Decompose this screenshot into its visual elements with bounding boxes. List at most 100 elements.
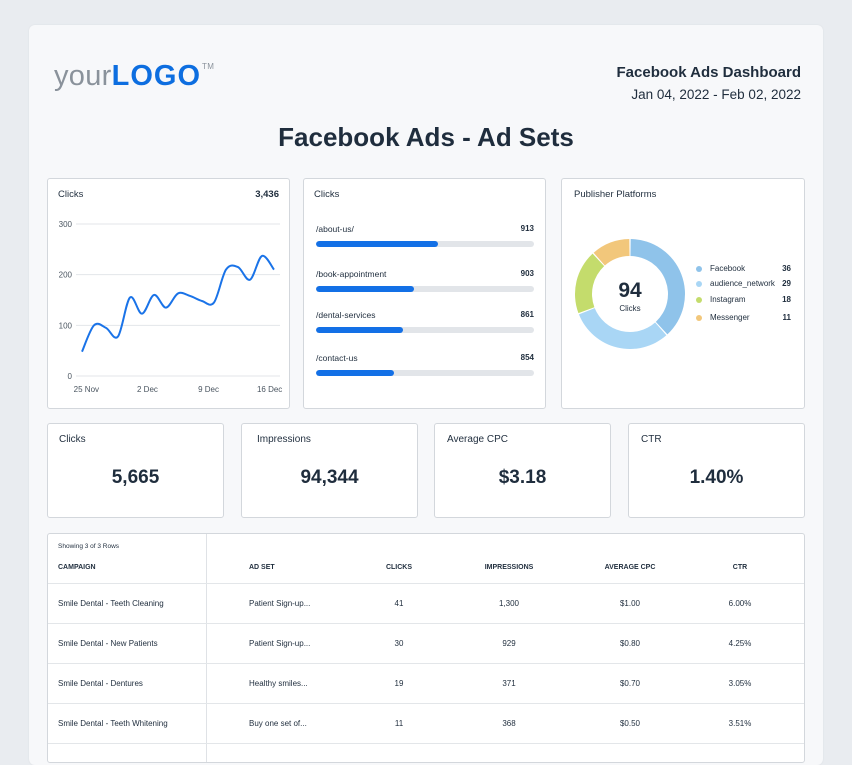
ad-sets-table: Showing 3 of 3 Rows CAMPAIGN AD SET CLIC… [47,533,805,763]
bar-value: 854 [520,353,534,362]
legend-label: audience_network [710,279,775,288]
header-ctr[interactable]: CTR [732,564,748,571]
cell-impressions: 368 [502,719,516,728]
cell-cpc: $0.80 [619,639,641,648]
kpi-label: CTR [641,434,662,445]
cell-cpc: $1.00 [619,599,641,608]
bar-value: 861 [520,310,534,319]
line-chart-total: 3,436 [255,189,279,200]
bar-label: /dental-services [316,310,376,320]
cell-ad-set: Patient Sign-up... [249,599,311,608]
cell-ctr: 6.00% [728,599,752,608]
donut-slice-facebook [630,239,685,335]
donut-slice-instagram [575,253,605,314]
clicks-by-page-card: Clicks /about-us/ 913 /book-appointment … [303,178,546,409]
table-row: Smile Dental - Teeth Whitening Buy one s… [48,703,804,744]
cell-cpc: $0.50 [619,719,641,728]
bar-label: /about-us/ [316,224,354,234]
legend-dot [696,297,702,303]
cell-campaign: Smile Dental - Teeth Whitening [58,719,168,728]
kpi-value: $3.18 [498,467,547,488]
cell-clicks: 11 [394,719,404,728]
bar-track [316,370,534,376]
bar-value: 913 [520,224,534,233]
legend-label: Messenger [710,313,750,322]
platforms-donut-chart: 94 Clicks [575,239,685,349]
header-ad-set[interactable]: AD SET [249,564,275,571]
kpi-card-average-cpc: Average CPC $3.18 [434,423,611,518]
cell-cpc: $0.70 [619,679,641,688]
x-tick-label: 25 Nov [74,385,99,394]
page-title: Facebook Ads - Ad Sets [278,122,574,152]
company-logo: yourLOGOTM [54,60,214,93]
table-divider [206,534,207,762]
bar-fill [316,370,395,376]
bar-value: 903 [520,269,534,278]
y-tick-label: 200 [59,271,73,280]
cell-ad-set: Buy one set of... [249,719,307,728]
header-impressions[interactable]: IMPRESSIONS [484,564,534,571]
line-chart-label: Clicks [58,189,84,200]
cell-ctr: 3.51% [728,719,752,728]
legend-value: 18 [782,295,791,304]
cell-campaign: Smile Dental - Dentures [58,679,143,688]
logo-text-brand: LOGO [111,60,202,92]
publisher-platforms-card: Publisher Platforms 94 Clicks Facebook 3… [561,178,805,409]
cell-ctr: 4.25% [728,639,752,648]
cell-ad-set: Patient Sign-up... [249,639,311,648]
cell-impressions: 929 [502,639,516,648]
legend-value: 36 [782,264,791,273]
bar-label: /book-appointment [316,269,387,279]
bar-track [316,327,534,333]
table-row: Smile Dental - Dentures Healthy smiles..… [48,663,804,704]
cell-clicks: 30 [394,639,404,648]
platforms-card-label: Publisher Platforms [574,189,657,200]
kpi-value: 94,344 [300,467,359,488]
legend-dot [696,281,702,287]
donut-center-value: 94 [618,279,642,302]
legend-dot [696,266,702,272]
y-tick-label: 0 [68,372,73,381]
logo-text-your: your [54,60,112,92]
header-clicks[interactable]: CLICKS [385,564,413,571]
bar-label: /contact-us [316,353,358,363]
cell-ctr: 3.05% [728,679,752,688]
cell-clicks: 41 [394,599,404,608]
donut-center-label: Clicks [619,304,640,313]
x-tick-label: 2 Dec [137,385,158,394]
bar-fill [316,241,439,247]
kpi-label: Impressions [257,434,311,445]
kpi-value: 1.40% [689,467,744,488]
bar-fill [316,286,415,292]
rows-count: Showing 3 of 3 Rows [58,543,120,550]
legend-label: Facebook [710,264,746,273]
table-row: Smile Dental - Teeth Cleaning Patient Si… [48,583,804,624]
y-tick-label: 100 [59,321,73,330]
bar-track [316,286,534,292]
kpi-card-clicks: Clicks 5,665 [47,423,224,518]
cell-campaign: Smile Dental - Teeth Cleaning [58,599,164,608]
bar-fill [316,327,404,333]
y-tick-label: 300 [59,220,73,229]
kpi-card-impressions: Impressions 94,344 [241,423,418,518]
clicks-series-line [81,254,275,353]
legend-dot [696,315,702,321]
donut-slice-audience-network [578,308,667,349]
date-range: Jan 04, 2022 - Feb 02, 2022 [631,87,801,102]
kpi-label: Average CPC [447,434,508,445]
header-campaign[interactable]: CAMPAIGN [58,564,96,571]
cell-clicks: 19 [394,679,404,688]
header-average-cpc[interactable]: AVERAGE CPC [604,564,656,571]
cell-impressions: 371 [502,679,516,688]
table-row: Smile Dental - New Patients Patient Sign… [48,623,804,664]
legend-label: Instagram [710,295,746,304]
kpi-card-ctr: CTR 1.40% [628,423,805,518]
kpi-value: 5,665 [111,467,160,488]
legend-value: 11 [782,313,791,322]
cell-campaign: Smile Dental - New Patients [58,639,158,648]
clicks-line-chart: 0 100 200 300 25 Nov 2 Dec 9 Dec 16 Dec [59,220,283,394]
kpi-label: Clicks [59,434,86,445]
bars-card-label: Clicks [314,189,340,200]
donut-slice-messenger [593,239,630,266]
clicks-line-chart-card: Clicks 3,436 0 100 200 300 25 Nov 2 Dec 9 Dec 1… [47,178,290,409]
